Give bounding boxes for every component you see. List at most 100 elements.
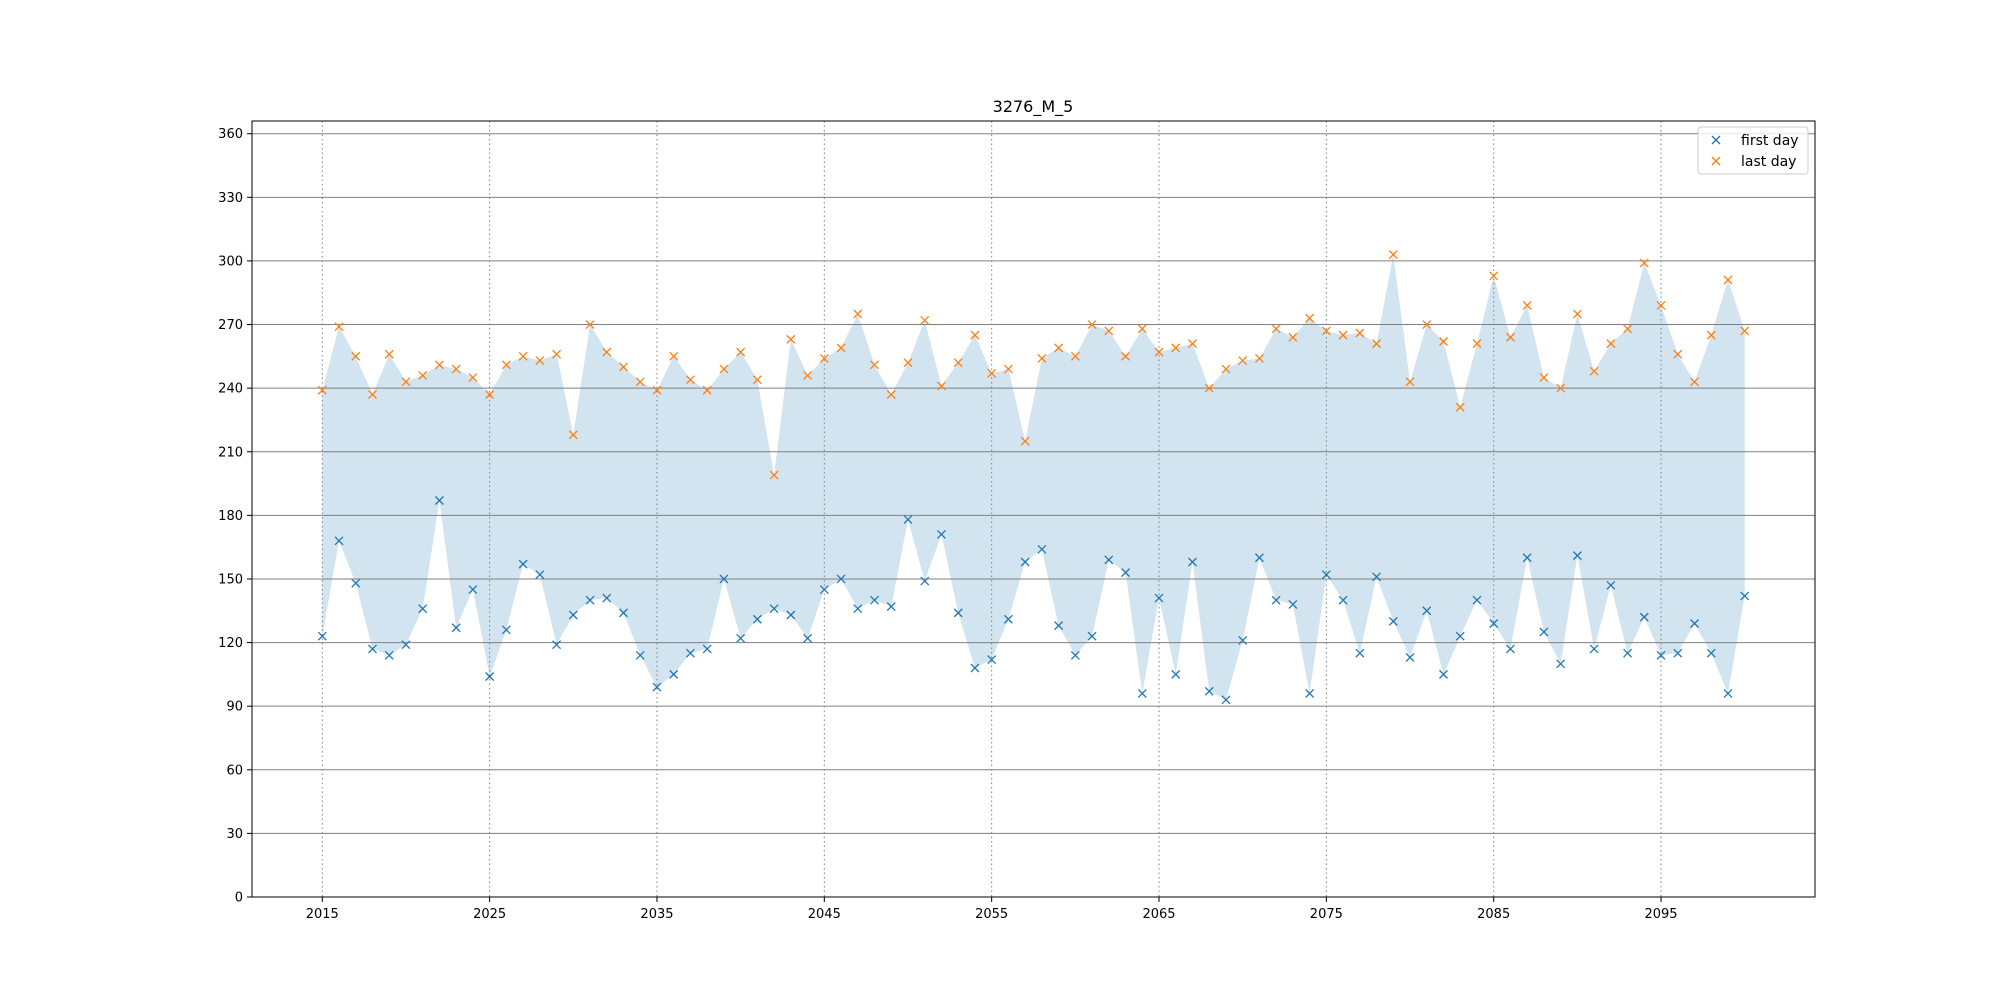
- first-day-marker: [1104, 555, 1114, 565]
- first-day-marker: [485, 672, 495, 681]
- first-day-marker: [752, 614, 762, 624]
- first-day-marker: [1338, 595, 1348, 605]
- x-tick-label: 2025: [473, 907, 506, 922]
- first-day-marker: [1656, 650, 1666, 660]
- last-day-marker: [1455, 402, 1465, 412]
- last-day-marker: [1405, 377, 1415, 387]
- last-day-marker: [870, 360, 879, 370]
- last-day-marker: [1472, 339, 1482, 349]
- last-day-marker: [1656, 300, 1666, 310]
- legend-marker: [1711, 135, 1721, 145]
- last-day-marker: [719, 364, 729, 374]
- last-day-marker: [769, 470, 779, 480]
- last-day-marker: [669, 351, 679, 361]
- last-day-marker: [937, 381, 946, 391]
- y-tick-label: 360: [218, 127, 243, 142]
- last-day-marker: [468, 373, 478, 383]
- first-day-marker: [1740, 591, 1750, 601]
- first-day-marker: [1254, 553, 1264, 563]
- last-day-marker: [451, 364, 461, 374]
- last-day-marker: [1003, 364, 1013, 374]
- first-day-marker: [736, 633, 746, 643]
- last-day-marker: [702, 385, 712, 395]
- legend-box: [1697, 126, 1809, 175]
- y-tick-label: 90: [226, 700, 243, 715]
- last-day-marker: [1271, 324, 1281, 334]
- last-day-marker: [1740, 326, 1750, 336]
- last-day-marker: [920, 315, 930, 325]
- first-day-marker: [1405, 652, 1415, 662]
- last-day-marker: [1070, 351, 1080, 361]
- first-day-marker: [1003, 614, 1013, 624]
- last-day-marker: [1221, 364, 1231, 374]
- last-day-marker: [1305, 313, 1315, 323]
- first-day-marker: [535, 570, 545, 580]
- last-day-marker: [1372, 339, 1382, 349]
- last-day-marker: [1121, 351, 1130, 361]
- first-day-marker: [1171, 669, 1181, 679]
- first-day-marker: [870, 595, 879, 605]
- first-day-marker: [1589, 644, 1599, 654]
- last-day-marker: [886, 390, 896, 399]
- first-day-marker: [1204, 686, 1214, 696]
- last-day-marker: [384, 349, 394, 359]
- first-day-marker: [585, 595, 595, 605]
- first-day-marker: [334, 536, 344, 546]
- first-day-marker: [769, 604, 779, 614]
- last-day-marker: [970, 330, 980, 340]
- first-day-marker: [903, 515, 913, 525]
- y-tick-label: 30: [226, 827, 243, 842]
- last-day-marker: [1020, 436, 1030, 446]
- last-day-marker: [803, 370, 813, 380]
- y-tick-label: 210: [218, 445, 243, 460]
- first-day-marker: [368, 644, 377, 654]
- last-day-marker: [1154, 347, 1164, 357]
- first-day-marker: [1623, 648, 1633, 658]
- first-day-marker: [1238, 635, 1248, 645]
- first-day-marker: [1539, 627, 1549, 637]
- last-day-marker: [434, 360, 444, 370]
- first-day-marker: [1706, 648, 1716, 658]
- first-day-marker: [518, 559, 528, 569]
- first-day-marker: [685, 648, 695, 658]
- first-day-marker: [1221, 695, 1231, 705]
- first-day-marker: [1054, 621, 1064, 631]
- last-day-marker: [1706, 330, 1716, 340]
- last-day-marker: [652, 385, 662, 395]
- first-day-marker: [652, 682, 662, 692]
- last-day-marker: [518, 351, 528, 361]
- last-day-marker: [1723, 275, 1733, 285]
- x-tick-label: 2055: [975, 907, 1008, 922]
- last-day-marker: [1522, 300, 1532, 310]
- first-day-marker: [1288, 599, 1298, 609]
- first-day-marker: [1087, 631, 1097, 641]
- last-day-marker: [501, 360, 511, 370]
- first-day-marker: [786, 610, 796, 620]
- last-day-marker: [1204, 383, 1214, 393]
- y-tick-label: 330: [218, 191, 243, 206]
- first-day-marker: [1455, 631, 1465, 641]
- first-day-marker: [418, 604, 428, 614]
- first-day-marker: [1522, 553, 1532, 563]
- last-day-marker: [853, 309, 863, 319]
- last-day-marker: [334, 322, 344, 332]
- legend-label: last day: [1741, 154, 1796, 170]
- legend-marker: [1711, 156, 1721, 166]
- last-day-marker: [736, 347, 746, 357]
- x-tick-label: 2085: [1477, 907, 1510, 922]
- first-day-marker: [937, 529, 946, 539]
- first-day-marker: [920, 576, 930, 586]
- last-day-marker: [552, 349, 562, 359]
- legend: first day last day: [1697, 126, 1809, 175]
- last-day-marker: [819, 354, 829, 363]
- y-tick-label: 240: [218, 382, 243, 397]
- last-day-marker: [485, 390, 495, 399]
- first-day-marker: [953, 608, 963, 618]
- data-markers: [317, 250, 1750, 705]
- last-day-marker: [1639, 258, 1649, 268]
- first-day-marker: [602, 593, 612, 603]
- last-day-marker: [1254, 354, 1264, 363]
- first-day-marker: [1305, 688, 1315, 698]
- last-day-marker: [1188, 339, 1197, 349]
